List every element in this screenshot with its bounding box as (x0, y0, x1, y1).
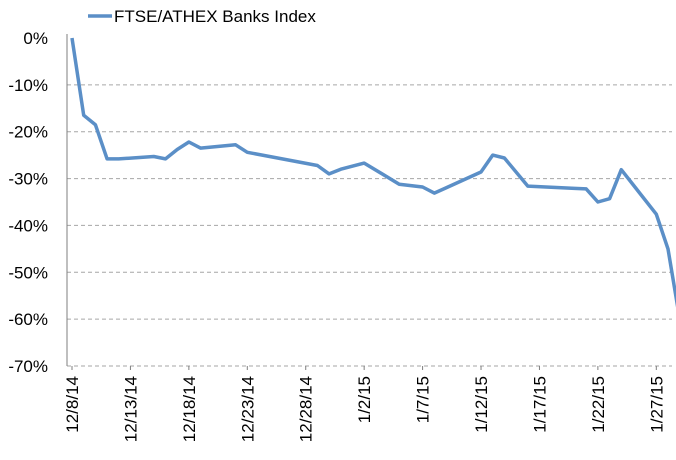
y-tick-label: 0% (23, 29, 48, 48)
legend: FTSE/ATHEX Banks Index (88, 7, 316, 26)
y-tick-label: -10% (8, 76, 48, 95)
y-axis: 0% -10% -20% -30% -40% -50% -60% -70% (8, 29, 48, 376)
y-tick-label: -20% (8, 123, 48, 142)
series-line (70, 37, 676, 308)
x-tick-label: 1/22/15 (589, 376, 608, 433)
y-tick-label: -50% (8, 263, 48, 282)
x-tick-label: 1/27/15 (647, 376, 666, 433)
x-axis: 12/8/14 12/13/14 12/18/14 12/23/14 12/28/14 1… (63, 366, 666, 442)
y-tick-label: -30% (8, 170, 48, 189)
x-tick-label: 12/13/14 (121, 376, 140, 442)
y-tick-label: -40% (8, 216, 48, 235)
x-tick-label: 1/2/15 (355, 376, 374, 423)
legend-label: FTSE/ATHEX Banks Index (114, 7, 316, 26)
x-tick-label: 12/23/14 (238, 376, 257, 442)
x-tick-label: 1/17/15 (530, 376, 549, 433)
y-tick-label: -70% (8, 357, 48, 376)
x-tick-label: 1/12/15 (472, 376, 491, 433)
x-tick-label: 12/28/14 (297, 376, 316, 442)
grid-lines (66, 34, 672, 367)
y-tick-label: -60% (8, 310, 48, 329)
series-layer (70, 37, 676, 308)
x-tick-label: 1/7/15 (414, 376, 433, 423)
x-tick-label: 12/8/14 (63, 376, 82, 433)
x-tick-label: 12/18/14 (180, 376, 199, 442)
